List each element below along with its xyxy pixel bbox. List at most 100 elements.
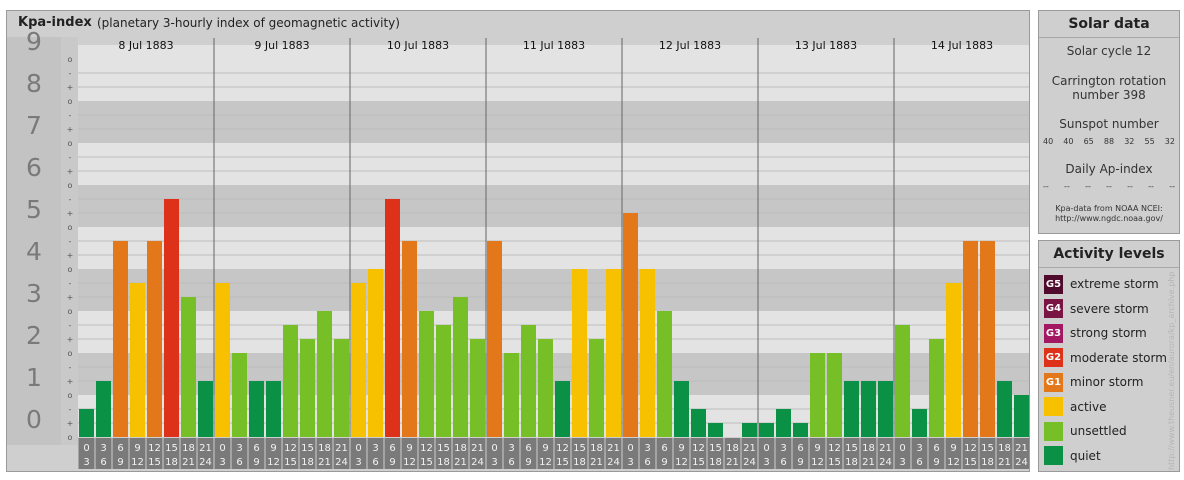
legend-item: unsettled [1044, 421, 1127, 441]
x-tick-end: 24 [335, 457, 348, 468]
x-tick-start: 9 [406, 443, 412, 454]
x-tick-end: 12 [811, 457, 824, 468]
x-tick-start: 12 [420, 443, 433, 454]
x-tick-end: 3 [763, 457, 769, 468]
x-tick-end: 24 [1015, 457, 1028, 468]
x-tick-start: 6 [933, 443, 939, 454]
x-tick-end: 15 [692, 457, 705, 468]
x-tick-start: 12 [692, 443, 705, 454]
y-tick-label: 8 [26, 69, 42, 98]
sunspot-values: 40 40 65 88 32 55 32 [1043, 137, 1175, 146]
y-minor-tick: o [68, 139, 73, 148]
kp-bar [538, 339, 553, 437]
y-minor-tick: - [69, 111, 72, 120]
legend-label: active [1070, 399, 1107, 414]
x-tick-start: 18 [726, 443, 739, 454]
legend-swatch: G2 [1044, 348, 1063, 367]
y-minor-tick: + [67, 377, 74, 386]
data-source: Kpa-data from NOAA NCEI: http://www.ngdc… [1055, 204, 1163, 223]
x-tick-end: 18 [437, 457, 450, 468]
kp-bar [946, 282, 961, 437]
kp-bar [181, 297, 196, 437]
x-tick-end: 12 [947, 457, 960, 468]
day-label: 8 Jul 1883 [118, 39, 173, 52]
x-tick-end: 15 [556, 457, 569, 468]
legend-label: strong storm [1070, 326, 1147, 340]
x-tick-end: 6 [916, 457, 922, 468]
y-minor-tick: - [69, 153, 72, 162]
x-tick-start: 0 [899, 443, 905, 454]
kp-bar [589, 339, 604, 437]
x-tick-end: 15 [964, 457, 977, 468]
x-tick-start: 9 [134, 443, 140, 454]
kp-bar [878, 381, 893, 437]
x-tick-start: 15 [165, 443, 178, 454]
day-label: 14 Jul 1883 [931, 39, 993, 52]
x-tick-start: 18 [862, 443, 875, 454]
kp-bar [351, 282, 366, 437]
x-tick-start: 15 [981, 443, 994, 454]
kp-bar [79, 408, 94, 437]
kp-bar [555, 381, 570, 437]
sunspot-value: 40 [1043, 137, 1054, 146]
kp-bar [521, 324, 536, 437]
x-tick-start: 0 [627, 443, 633, 454]
x-tick-end: 21 [454, 457, 467, 468]
legend-label: severe storm [1070, 301, 1149, 316]
y-tick-label: 2 [26, 321, 42, 350]
legend-item: G3 strong storm [1044, 323, 1147, 343]
ap-value: -- [1106, 182, 1112, 191]
ap-title: Daily Ap-index [1065, 162, 1153, 176]
x-tick-start: 6 [389, 443, 395, 454]
x-tick-end: 18 [709, 457, 722, 468]
x-tick-end: 24 [607, 457, 620, 468]
x-tick-start: 18 [454, 443, 467, 454]
x-tick-end: 9 [797, 457, 803, 468]
legend-swatch: G3 [1044, 323, 1063, 343]
x-tick-start: 12 [828, 443, 841, 454]
x-tick-start: 0 [83, 443, 89, 454]
x-tick-end: 6 [644, 457, 650, 468]
legend-item: G2 moderate storm [1044, 348, 1167, 368]
x-tick-end: 9 [389, 457, 395, 468]
ap-value: -- [1148, 182, 1154, 191]
y-tick-label: 4 [26, 237, 42, 266]
x-tick-end: 12 [675, 457, 688, 468]
kp-bar [198, 381, 213, 437]
carrington-rotation: Carrington rotation number 398 [1051, 74, 1167, 102]
x-tick-start: 0 [491, 443, 497, 454]
x-tick-end: 3 [899, 457, 905, 468]
x-tick-start: 3 [372, 443, 378, 454]
x-tick-start: 9 [814, 443, 820, 454]
kp-bar [164, 198, 179, 437]
legend-item: G5 extreme storm [1044, 274, 1159, 294]
sunspot-value: 55 [1144, 137, 1155, 146]
y-tick-label: 5 [26, 195, 42, 224]
x-tick-end: 18 [845, 457, 858, 468]
x-tick-end: 21 [590, 457, 603, 468]
x-tick-end: 21 [726, 457, 739, 468]
x-tick-start: 12 [284, 443, 297, 454]
x-tick-end: 6 [100, 457, 106, 468]
x-tick-start: 6 [117, 443, 123, 454]
x-tick-start: 6 [253, 443, 259, 454]
x-tick-start: 6 [797, 443, 803, 454]
x-tick-end: 3 [355, 457, 361, 468]
y-minor-tick: o [68, 307, 73, 316]
x-tick-end: 6 [780, 457, 786, 468]
x-tick-end: 15 [828, 457, 841, 468]
x-tick-start: 3 [916, 443, 922, 454]
kp-bar [266, 381, 281, 437]
x-tick-end: 18 [301, 457, 314, 468]
kp-bar [1014, 395, 1029, 437]
kp-bar [283, 324, 298, 437]
x-tick-start: 15 [301, 443, 314, 454]
kp-bar [759, 423, 774, 437]
x-tick-end: 9 [117, 457, 123, 468]
kp-bar [436, 324, 451, 437]
y-minor-tick: + [67, 251, 74, 260]
x-tick-end: 3 [491, 457, 497, 468]
y-tick-label: 1 [26, 363, 42, 392]
x-tick-start: 21 [743, 443, 756, 454]
y-tick-label: 7 [26, 111, 42, 140]
